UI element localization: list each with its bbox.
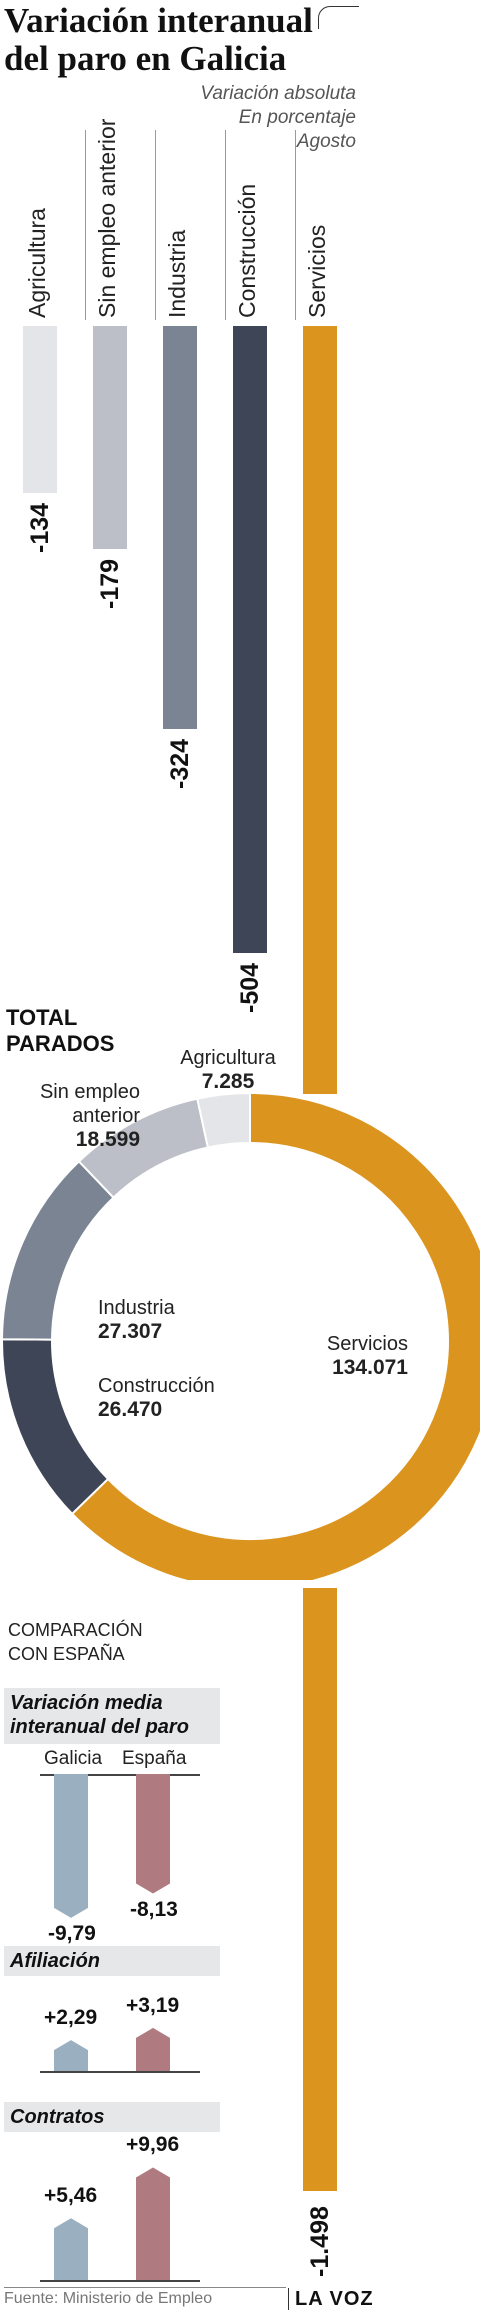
footer-rule	[4, 2287, 286, 2288]
value-label-sin-empleo: -179	[96, 558, 124, 609]
slice-value-construccion: 26.470	[98, 1398, 163, 1421]
value-label-servicios: -1.498	[306, 2206, 334, 2277]
slice-label-servicios: Servicios 134.071	[322, 1332, 408, 1380]
bar-construccion	[233, 326, 267, 954]
bar-sin-empleo	[93, 326, 127, 549]
value-label-agricultura: -134	[26, 502, 54, 553]
value-espana-contratos: +9,96	[126, 2133, 180, 2157]
slice-name-construccion: Construcción	[98, 1375, 215, 1397]
category-label-sin-empleo: Sin empleo anterior	[94, 118, 120, 318]
donut-title-line-2: PARADOS	[6, 1031, 115, 1056]
column-separator	[85, 130, 86, 320]
title-line-2: del paro en Galicia	[4, 39, 287, 78]
brand-logo: LA VOZ	[288, 2288, 374, 2310]
slice-value-agricultura: 7.285	[201, 1070, 255, 1093]
baseline-contratos	[40, 2280, 200, 2282]
bar-agricultura	[23, 326, 57, 493]
bar-espana-afiliacion	[136, 2027, 170, 2071]
slice-label-industria: Industria 27.307	[98, 1296, 175, 1344]
bar-servicios-lower	[303, 1588, 337, 2191]
donut-slice-servicios	[70, 1091, 480, 1580]
subtitle-line-1: Variación absoluta	[200, 83, 356, 104]
column-header-galicia: Galicia	[44, 1748, 103, 1769]
panel-title-paro-line-2: interanual del paro	[10, 1716, 189, 1738]
subtitle-line-2: En porcentaje	[238, 107, 356, 128]
slice-value-servicios: 134.071	[332, 1356, 408, 1379]
donut-title-line-1: TOTAL	[6, 1005, 78, 1030]
panel-title-afiliacion: Afiliación	[4, 1946, 220, 1976]
bar-espana-paro	[136, 1774, 170, 1894]
slice-value-industria: 27.307	[98, 1320, 163, 1343]
comparison-title-line-2: CON ESPAÑA	[8, 1644, 125, 1664]
chart-subtitle: Variación absoluta En porcentaje Agosto	[200, 82, 356, 154]
donut-chart	[0, 1091, 480, 1580]
panel-title-paro: Variación media interanual del paro	[4, 1688, 220, 1744]
column-separator	[295, 130, 296, 320]
baseline-paro	[40, 1774, 200, 1776]
slice-label-sin-empleo: Sin empleo anterior 18.599	[28, 1080, 140, 1152]
category-label-servicios: Servicios	[304, 224, 330, 318]
bar-galicia-afiliacion	[54, 2040, 88, 2071]
value-espana-paro: -8,13	[130, 1897, 178, 1921]
slice-label-construccion: Construcción 26.470	[98, 1374, 215, 1422]
value-galicia-contratos: +5,46	[44, 2184, 98, 2208]
column-separator	[225, 130, 226, 320]
value-label-construccion: -504	[236, 963, 264, 1014]
chart-title: Variación interanual del paro en Galicia	[4, 2, 313, 78]
panel-title-contratos: Contratos	[4, 2102, 220, 2132]
category-label-agricultura: Agricultura	[24, 208, 50, 318]
value-label-industria: -324	[166, 739, 194, 790]
panel-title-paro-line-1: Variación media	[10, 1692, 163, 1714]
bar-servicios-upper	[303, 326, 337, 1094]
slice-name-servicios: Servicios	[326, 1333, 408, 1355]
title-line-1: Variación interanual	[4, 1, 313, 40]
bar-galicia-contratos	[54, 2218, 88, 2280]
column-separator	[155, 130, 156, 320]
comparison-title-line-1: COMPARACIÓN	[8, 1620, 143, 1640]
comparison-title: COMPARACIÓN CON ESPAÑA	[8, 1618, 143, 1666]
panel-title-afiliacion-text: Afiliación	[10, 1950, 101, 1972]
panel-title-contratos-text: Contratos	[10, 2106, 105, 2128]
slice-name-sin-empleo: Sin empleo anterior	[39, 1081, 140, 1127]
slice-name-agricultura: Agricultura	[180, 1047, 276, 1069]
donut-slice-industria	[0, 1159, 115, 1341]
category-label-industria: Industria	[164, 229, 190, 318]
title-corner-decoration	[318, 6, 359, 29]
value-galicia-afiliacion: +2,29	[44, 2006, 98, 2030]
slice-value-sin-empleo: 18.599	[75, 1128, 140, 1151]
value-galicia-paro: -9,79	[48, 1921, 96, 1945]
column-header-espana: España	[122, 1748, 187, 1769]
donut-title: TOTAL PARADOS	[6, 1005, 114, 1057]
category-label-construccion: Construcción	[234, 183, 260, 318]
slice-label-agricultura: Agricultura 7.285	[176, 1046, 280, 1094]
bar-espana-contratos	[136, 2167, 170, 2280]
source-note: Fuente: Ministerio de Empleo	[4, 2290, 213, 2307]
donut-slice-construccion	[1, 1338, 110, 1516]
subtitle-line-3: Agosto	[296, 131, 356, 152]
baseline-afiliacion	[40, 2071, 200, 2073]
bar-industria	[163, 326, 197, 730]
value-espana-afiliacion: +3,19	[126, 1993, 180, 2017]
slice-name-industria: Industria	[98, 1297, 175, 1319]
bar-galicia-paro	[54, 1774, 88, 1918]
donut-slice-agricultura	[196, 1091, 251, 1149]
